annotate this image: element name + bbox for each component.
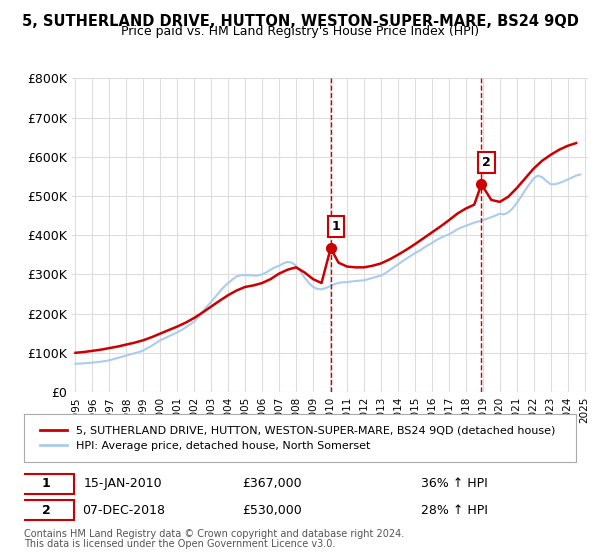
Text: Contains HM Land Registry data © Crown copyright and database right 2024.: Contains HM Land Registry data © Crown c… xyxy=(24,529,404,539)
Legend: 5, SUTHERLAND DRIVE, HUTTON, WESTON-SUPER-MARE, BS24 9QD (detached house), HPI: : 5, SUTHERLAND DRIVE, HUTTON, WESTON-SUPE… xyxy=(35,421,560,455)
Text: 2: 2 xyxy=(42,503,50,517)
Text: 28% ↑ HPI: 28% ↑ HPI xyxy=(421,503,488,517)
Text: 36% ↑ HPI: 36% ↑ HPI xyxy=(421,477,488,491)
Text: Price paid vs. HM Land Registry's House Price Index (HPI): Price paid vs. HM Land Registry's House … xyxy=(121,25,479,38)
FancyBboxPatch shape xyxy=(19,474,74,494)
Text: £367,000: £367,000 xyxy=(242,477,302,491)
Text: 07-DEC-2018: 07-DEC-2018 xyxy=(82,503,165,517)
Text: 15-JAN-2010: 15-JAN-2010 xyxy=(84,477,163,491)
FancyBboxPatch shape xyxy=(19,500,74,520)
Text: 5, SUTHERLAND DRIVE, HUTTON, WESTON-SUPER-MARE, BS24 9QD: 5, SUTHERLAND DRIVE, HUTTON, WESTON-SUPE… xyxy=(22,14,578,29)
Text: This data is licensed under the Open Government Licence v3.0.: This data is licensed under the Open Gov… xyxy=(24,539,335,549)
Text: 1: 1 xyxy=(331,220,340,233)
Text: 2: 2 xyxy=(482,156,491,169)
Text: £530,000: £530,000 xyxy=(242,503,302,517)
Text: 1: 1 xyxy=(42,477,50,491)
